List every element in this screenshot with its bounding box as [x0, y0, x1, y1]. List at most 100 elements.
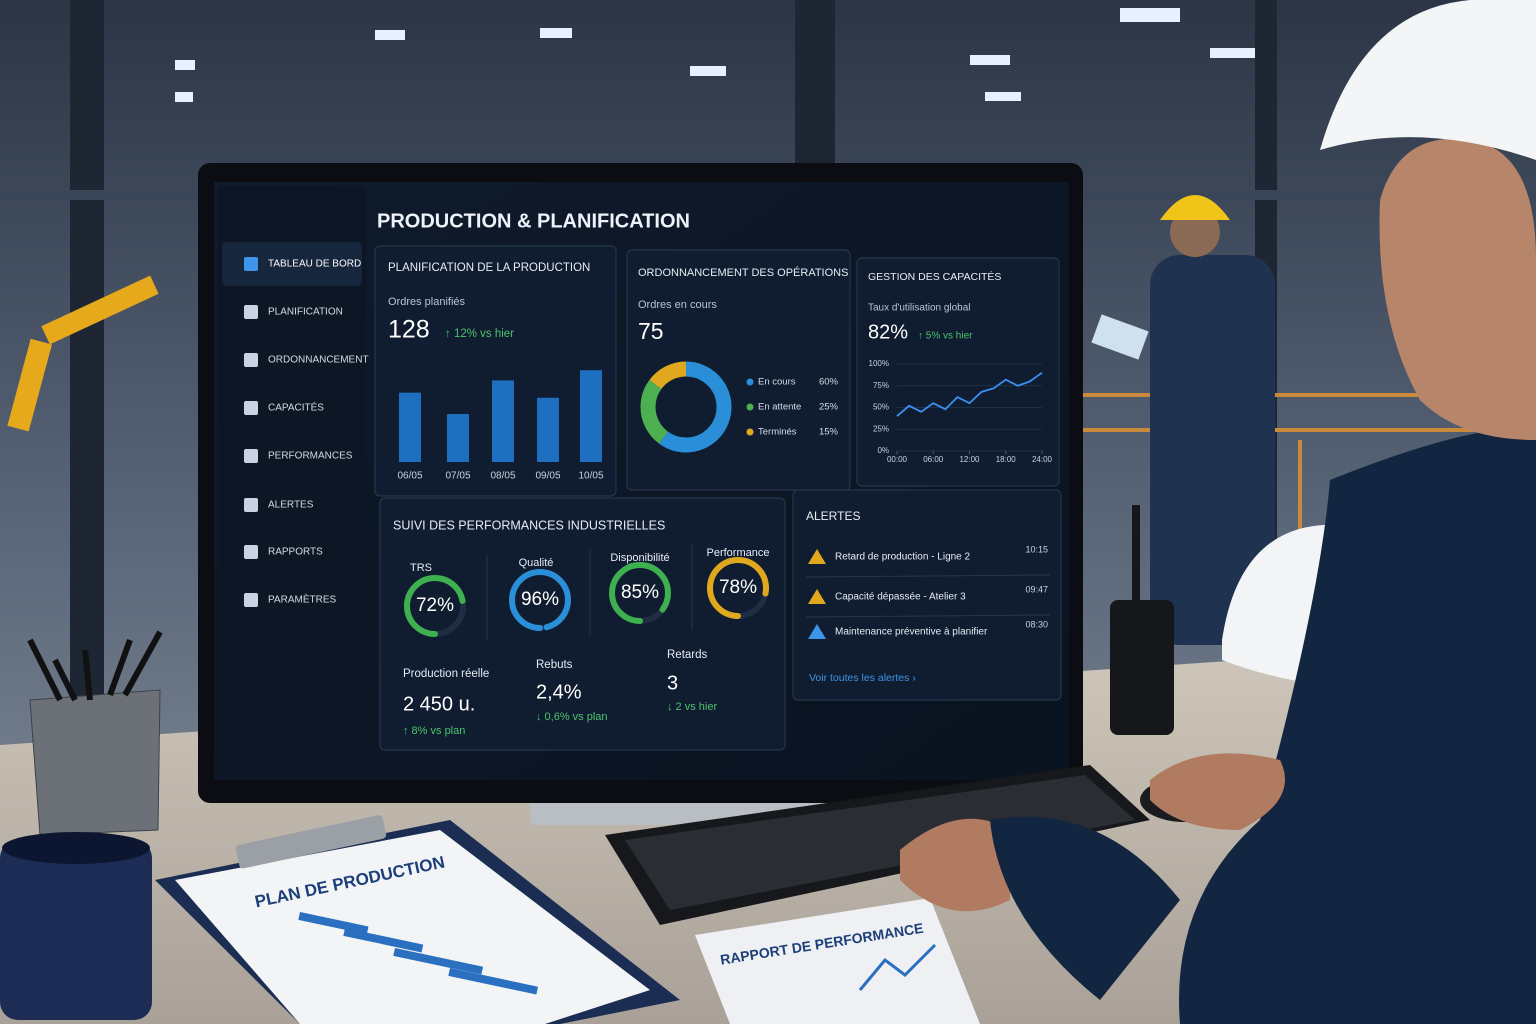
gauge-arc	[404, 575, 466, 637]
panel-title: SUIVI DES PERFORMANCES INDUSTRIELLES	[393, 518, 665, 532]
x-tick-label: 18:00	[996, 455, 1017, 464]
gauge-label: Qualité	[519, 557, 554, 569]
alert-icon	[808, 549, 826, 564]
legend-label: En attente	[758, 402, 801, 413]
kpi-label: Retards	[667, 649, 708, 661]
panel-title: ALERTES	[806, 509, 860, 523]
background-worker	[1091, 195, 1275, 645]
bar	[537, 397, 559, 462]
gauge-value: 72%	[416, 595, 454, 616]
y-tick-label: 75%	[873, 381, 889, 390]
panel-title: ORDONNANCEMENT DES OPÉRATIONS	[638, 266, 848, 279]
plan-gantt-bars	[298, 911, 539, 995]
sidebar-icon	[244, 449, 258, 463]
bar	[580, 370, 602, 462]
y-tick-label: 0%	[877, 446, 889, 455]
panel-title: GESTION DES CAPACITÉS	[868, 270, 1001, 283]
foreground-worker	[900, 0, 1536, 1024]
kpi-value: 2 450 u.	[403, 693, 475, 715]
alert-time: 08:30	[1025, 619, 1048, 629]
legend-label: En cours	[758, 377, 796, 388]
sidebar-item[interactable]: ALERTES	[268, 500, 314, 511]
panels	[374, 245, 1062, 751]
sidebar-icon	[244, 401, 258, 415]
alert-text: Capacité dépassée - Atelier 3	[835, 592, 966, 603]
sidebar-item[interactable]: CAPACITÉS	[268, 401, 324, 414]
kpi-label: Ordres en cours	[638, 299, 717, 311]
kpi-delta: ↓ 2 vs hier	[667, 701, 717, 713]
sidebar-item[interactable]: ORDONNANCEMENT	[268, 355, 369, 366]
legend-label: Terminés	[758, 427, 797, 438]
y-tick-label: 100%	[869, 359, 889, 368]
sidebar-item[interactable]: RAPPORTS	[268, 547, 323, 558]
gauge-label: Disponibilité	[610, 552, 669, 564]
x-tick-label: 10/05	[578, 471, 603, 482]
sidebar-icon	[244, 545, 258, 559]
alert-text: Maintenance préventive à planifier	[835, 627, 988, 638]
legend-dot	[746, 378, 754, 386]
gauge-arc	[609, 562, 671, 624]
alert-text: Retard de production - Ligne 2	[835, 552, 971, 563]
mug	[0, 832, 152, 1020]
bar	[492, 380, 514, 462]
sidebar-icon	[244, 498, 258, 512]
alert-time: 10:15	[1025, 544, 1048, 554]
kpi-label: Taux d'utilisation global	[868, 303, 971, 314]
screen-content: TABLEAU DE BORD PLANIFICATION ORDONNANCEME…	[244, 257, 1053, 737]
y-tick-label: 25%	[873, 424, 889, 433]
gauge-arc	[509, 569, 571, 631]
alert-icon	[808, 624, 826, 639]
kpi-delta: ↑ 8% vs plan	[403, 725, 465, 737]
legend-value: 15%	[819, 427, 839, 438]
donut-segment	[640, 361, 732, 453]
x-tick-label: 06/05	[397, 471, 422, 482]
gauge-value: 78%	[719, 577, 757, 598]
sidebar-icon	[244, 257, 258, 271]
sidebar-item[interactable]: TABLEAU DE BORD	[268, 259, 361, 270]
screen-title: PRODUCTION & PLANIFICATION	[377, 210, 690, 232]
robot-arm	[7, 275, 159, 432]
sidebar-item[interactable]: PARAMÈTRES	[268, 593, 336, 606]
sidebar-icon	[244, 353, 258, 367]
alert-icon	[808, 589, 826, 604]
clipboard	[155, 815, 680, 1024]
donut-segment	[640, 361, 732, 453]
alert-divider	[805, 614, 1051, 618]
kpi-value: 75	[638, 318, 664, 344]
kpi-value: 128	[388, 316, 430, 344]
x-tick-label: 07/05	[445, 471, 470, 482]
see-all-alerts-link[interactable]: Voir toutes les alertes ›	[809, 672, 916, 684]
kpi-delta: ↑ 12% vs hier	[445, 328, 514, 340]
kpi-value: 82%	[868, 321, 908, 343]
gauge-label: TRS	[410, 562, 432, 574]
utilization-line	[896, 371, 1043, 417]
sidebar-icon	[244, 305, 258, 319]
keyboard	[605, 765, 1150, 925]
ceiling-lights	[175, 8, 1255, 102]
sidebar-item[interactable]: PLANIFICATION	[268, 307, 343, 318]
x-tick-label: 06:00	[923, 455, 944, 464]
kpi-value: 2,4%	[536, 681, 582, 703]
gauge-arc	[707, 557, 769, 619]
sidebar-active-highlight	[222, 242, 362, 286]
kpi-label: Production réelle	[403, 668, 489, 680]
legend-dot	[746, 403, 754, 411]
kpi-label: Rebuts	[536, 659, 573, 671]
walkie-talkie	[1110, 505, 1174, 735]
kpi-delta: ↑ 5% vs hier	[918, 331, 973, 342]
panel-title: PLANIFICATION DE LA PRODUCTION	[388, 262, 590, 274]
legend-value: 25%	[819, 402, 839, 413]
kpi-delta: ↓ 0,6% vs plan	[536, 711, 608, 723]
legend-value: 60%	[819, 377, 839, 388]
gauge-value: 85%	[621, 582, 659, 603]
alert-divider	[805, 574, 1051, 578]
y-tick-label: 50%	[873, 403, 889, 412]
x-tick-label: 00:00	[887, 455, 908, 464]
alert-time: 09:47	[1025, 584, 1048, 594]
sidebar-item[interactable]: PERFORMANCES	[268, 451, 353, 462]
bar	[447, 414, 469, 462]
bar	[399, 392, 421, 462]
x-tick-label: 08/05	[490, 471, 515, 482]
